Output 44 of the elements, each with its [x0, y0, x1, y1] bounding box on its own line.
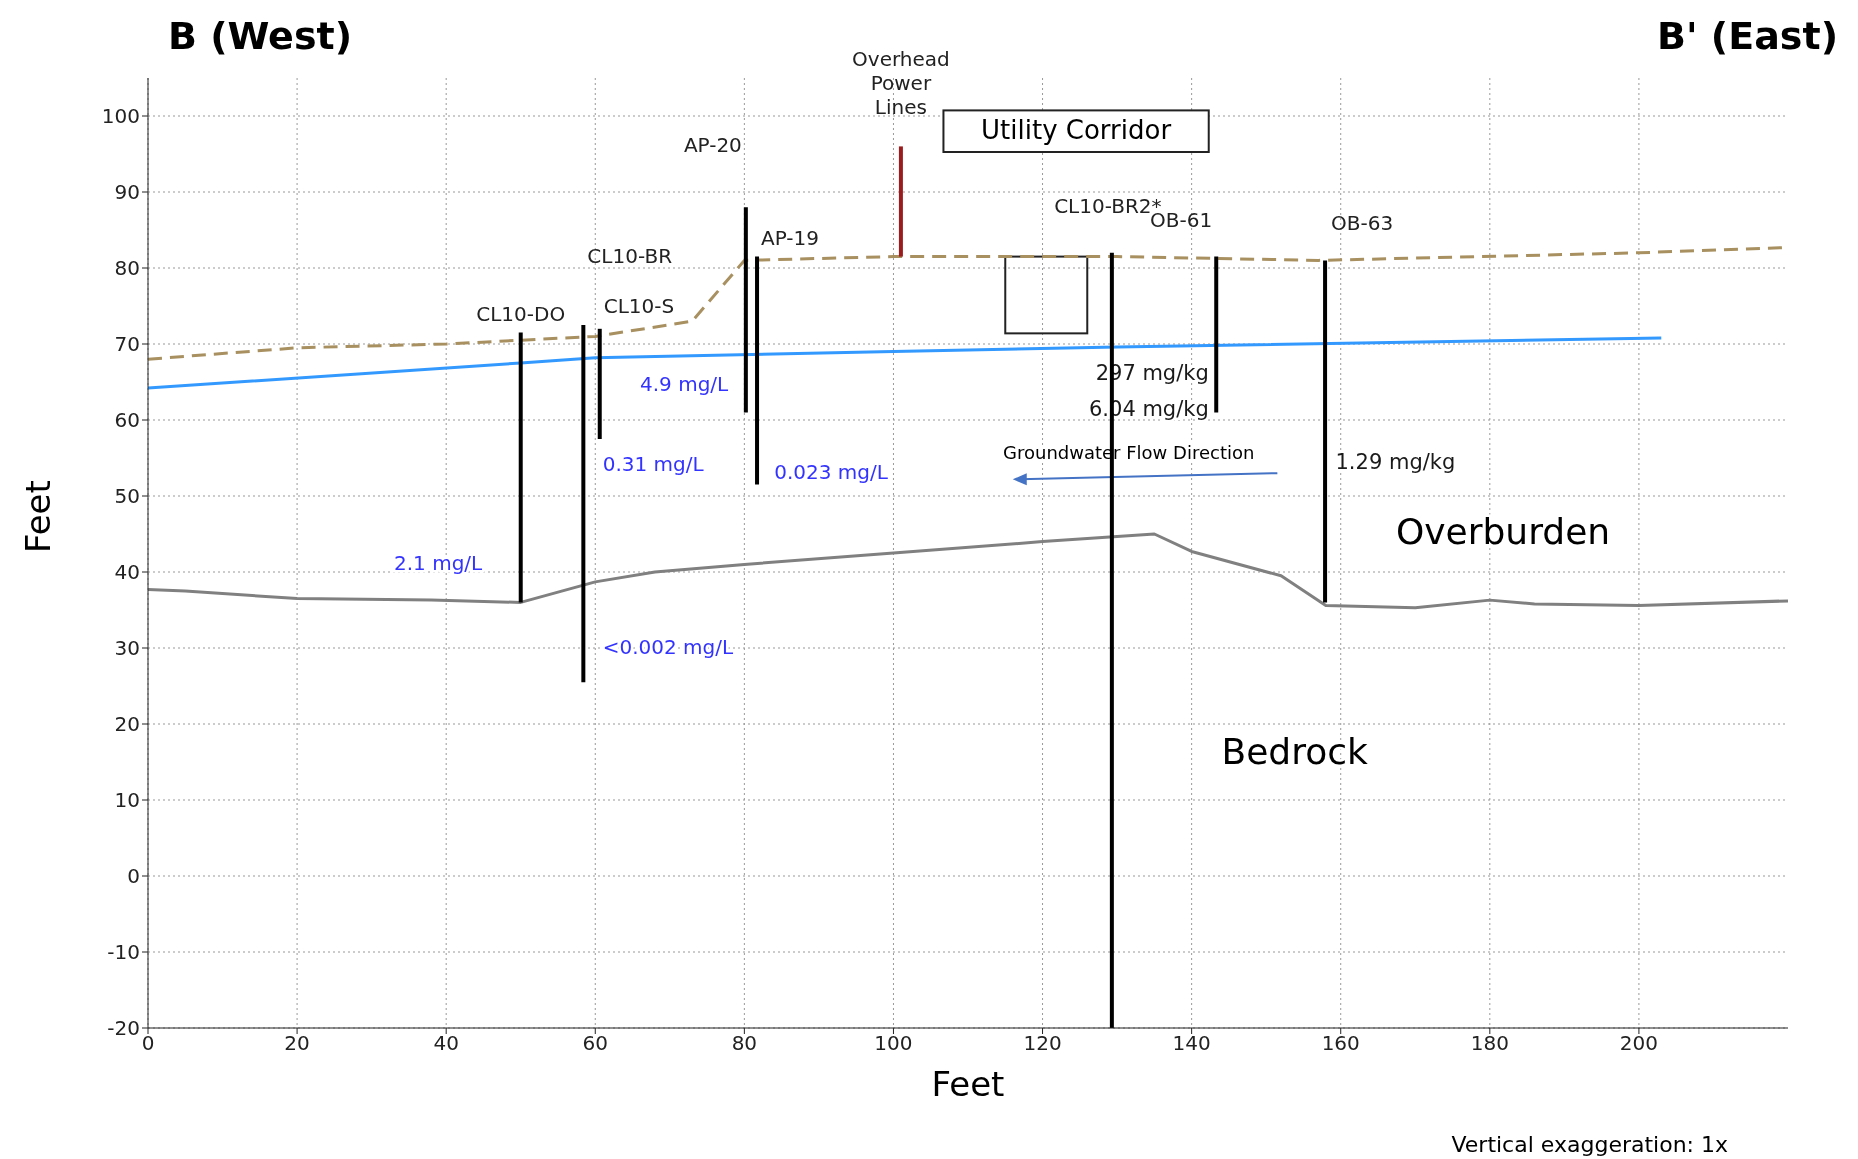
- y-tick-label: 100: [101, 104, 140, 129]
- series-label: AP-19: [761, 225, 820, 250]
- x-tick-label: 140: [1172, 1031, 1211, 1056]
- chart-subtitle: B' (East): [1657, 14, 1838, 58]
- x-tick-label: 20: [284, 1031, 310, 1056]
- annotation: 0.023 mg/L: [774, 459, 889, 484]
- y-tick-label: 0: [127, 864, 140, 889]
- text: Vertical exaggeration: 1x: [1451, 1132, 1728, 1157]
- annotation: Utility Corridor: [981, 114, 1172, 145]
- annotation: 2.1 mg/L: [394, 550, 484, 575]
- y-tick-label: 30: [114, 636, 140, 661]
- x-axis-title: Feet: [931, 1064, 1005, 1104]
- y-tick-label: 70: [114, 332, 140, 357]
- series-label: CL10-S: [603, 293, 675, 318]
- annotation: 0.31 mg/L: [602, 452, 705, 477]
- annotation: Overburden: [1395, 511, 1611, 552]
- y-tick-label: 40: [114, 560, 140, 585]
- y-tick-label: 50: [114, 484, 140, 509]
- y-tick-label: 80: [114, 256, 140, 281]
- annotation: 4.9 mg/L: [640, 372, 730, 397]
- y-tick-label: 10: [114, 788, 140, 813]
- x-tick-label: 180: [1470, 1031, 1509, 1056]
- x-tick-label: 40: [433, 1031, 459, 1056]
- annotation: 1.29 mg/kg: [1335, 450, 1456, 475]
- y-tick-label: 90: [114, 180, 140, 205]
- x-tick-label: 60: [582, 1031, 608, 1056]
- series-label: CL10-DO: [476, 301, 566, 326]
- text: AP-20: [683, 133, 742, 158]
- text: CL10-BR: [587, 244, 673, 268]
- series-label: OB-63: [1331, 211, 1394, 236]
- y-tick-label: 20: [114, 712, 140, 737]
- y-axis-title: Feet: [18, 480, 59, 553]
- annotation: <0.002 mg/L: [602, 634, 735, 659]
- annotation: Bedrock: [1221, 731, 1368, 773]
- y-tick-label: -20: [107, 1016, 140, 1041]
- x-tick-label: 100: [874, 1031, 913, 1056]
- x-tick-label: 120: [1023, 1031, 1062, 1056]
- y-tick-label: -10: [107, 940, 140, 965]
- chart-title: B (West): [168, 14, 353, 58]
- text: Overhead Power Lines: [852, 47, 950, 120]
- y-tick-label: 60: [114, 408, 140, 433]
- x-tick-label: 160: [1321, 1031, 1360, 1056]
- x-tick-label: 80: [731, 1031, 758, 1056]
- x-tick-label: 200: [1619, 1031, 1658, 1056]
